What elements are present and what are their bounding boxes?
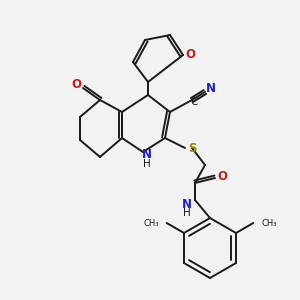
- Text: CH₃: CH₃: [143, 218, 159, 227]
- Text: N: N: [206, 82, 216, 94]
- Text: O: O: [71, 79, 81, 92]
- Text: S: S: [188, 142, 196, 154]
- Text: N: N: [182, 197, 192, 211]
- Text: O: O: [185, 47, 195, 61]
- Text: N: N: [142, 148, 152, 161]
- Text: H: H: [143, 159, 151, 169]
- Text: O: O: [217, 170, 227, 184]
- Text: C: C: [190, 97, 198, 107]
- Text: H: H: [183, 208, 191, 218]
- Text: CH₃: CH₃: [261, 218, 277, 227]
